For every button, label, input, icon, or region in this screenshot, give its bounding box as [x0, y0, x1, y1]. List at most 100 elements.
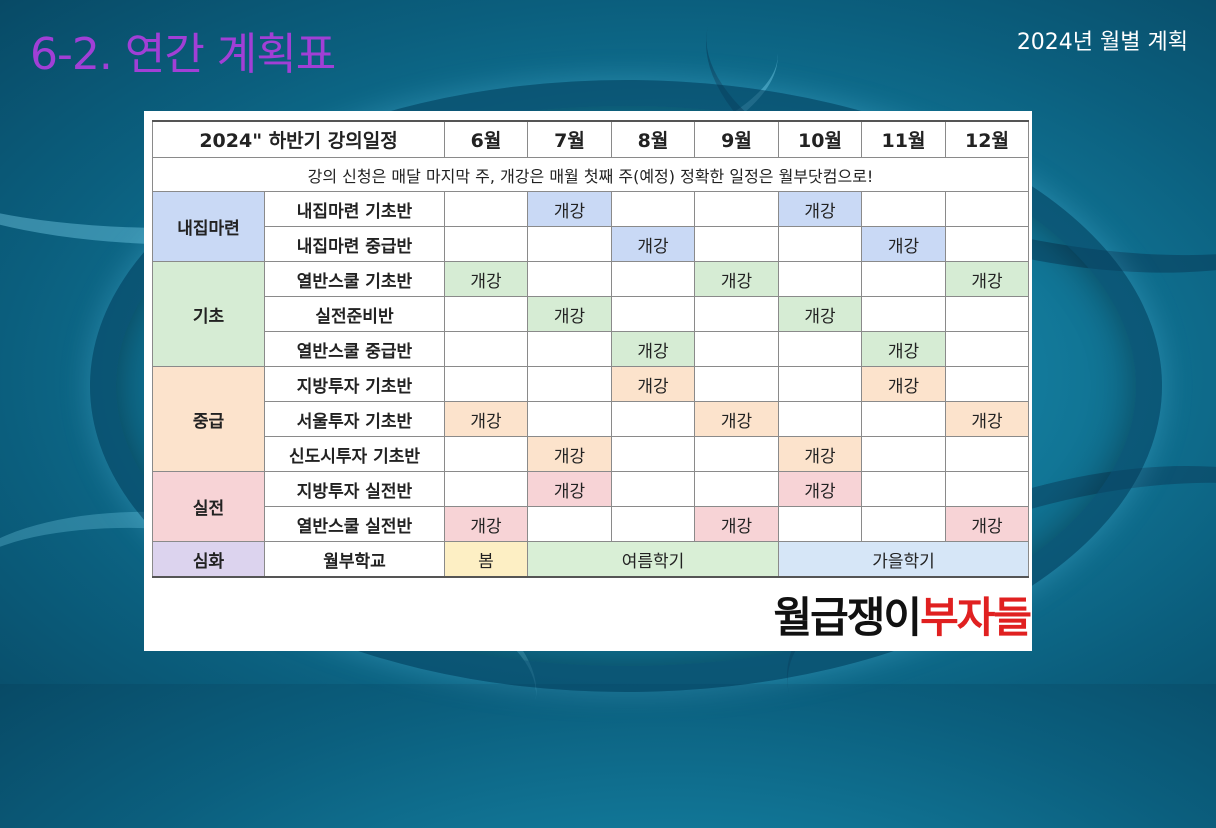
course-name: 신도시투자 기초반	[264, 436, 445, 472]
category-cell: 중급	[152, 366, 265, 472]
empty-cell	[611, 506, 695, 542]
empty-cell	[694, 226, 779, 262]
slide-title: 6-2. 연간 계획표	[30, 29, 336, 80]
empty-cell	[945, 471, 1029, 507]
empty-cell	[611, 471, 695, 507]
course-row: 내집마련 중급반 개강 개강	[153, 226, 1029, 262]
empty-cell	[945, 331, 1029, 367]
open-cell: 개강	[444, 401, 528, 437]
empty-cell	[778, 261, 862, 297]
course-row: 서울투자 기초반 개강 개강 개강	[153, 401, 1029, 437]
course-name: 열반스쿨 기초반	[264, 261, 445, 297]
open-cell: 개강	[945, 261, 1029, 297]
header-title: 2024" 하반기 강의일정	[152, 120, 445, 158]
open-cell: 개강	[527, 436, 612, 472]
course-row: 열반스쿨 중급반 개강 개강	[153, 331, 1029, 367]
schedule-panel: 2024" 하반기 강의일정 6월 7월 8월 9월 10월 11월 12월 강…	[144, 111, 1032, 651]
category-cell: 심화	[152, 541, 265, 578]
course-name: 지방투자 실전반	[264, 471, 445, 507]
empty-cell	[444, 436, 528, 472]
empty-cell	[945, 226, 1029, 262]
header-month: 10월	[778, 120, 862, 158]
empty-cell	[861, 436, 946, 472]
course-name: 내집마련 기초반	[264, 191, 445, 227]
empty-cell	[861, 191, 946, 227]
empty-cell	[527, 506, 612, 542]
open-cell: 개강	[945, 401, 1029, 437]
open-cell: 개강	[444, 261, 528, 297]
empty-cell	[527, 331, 612, 367]
term-cell: 봄	[444, 541, 528, 578]
empty-cell	[694, 191, 779, 227]
term-cell: 가을학기	[778, 541, 1029, 578]
empty-cell	[778, 331, 862, 367]
header-month: 11월	[861, 120, 946, 158]
empty-cell	[444, 471, 528, 507]
empty-cell	[611, 436, 695, 472]
open-cell: 개강	[861, 366, 946, 402]
logo-part1: 월급쟁이	[773, 593, 923, 642]
open-cell: 개강	[778, 296, 862, 332]
schedule-note: 강의 신청은 매달 마지막 주, 개강은 매월 첫째 주(예정) 정확한 일정은…	[152, 157, 1029, 192]
open-cell: 개강	[527, 296, 612, 332]
empty-cell	[611, 261, 695, 297]
brand-logo: 월급쟁이부자들	[773, 584, 1032, 645]
empty-cell	[444, 191, 528, 227]
course-row: 내집마련 내집마련 기초반 개강 개강	[152, 191, 1029, 262]
empty-cell	[611, 296, 695, 332]
header-month: 6월	[444, 120, 528, 158]
empty-cell	[694, 331, 779, 367]
empty-cell	[694, 471, 779, 507]
course-name: 지방투자 기초반	[264, 366, 445, 402]
empty-cell	[694, 296, 779, 332]
course-name: 실전준비반	[264, 296, 445, 332]
open-cell: 개강	[444, 506, 528, 542]
empty-cell	[527, 401, 612, 437]
empty-cell	[861, 261, 946, 297]
category-cell: 실전	[152, 471, 265, 542]
course-row: 기초 열반스쿨 기초반 개강 개강 개강	[152, 261, 1029, 367]
term-cell: 여름학기	[527, 541, 779, 578]
header-month: 9월	[694, 120, 779, 158]
empty-cell	[527, 366, 612, 402]
open-cell: 개강	[611, 331, 695, 367]
open-cell: 개강	[611, 226, 695, 262]
empty-cell	[861, 506, 946, 542]
open-cell: 개강	[694, 401, 779, 437]
course-row: 신도시투자 기초반 개강 개강	[153, 436, 1029, 472]
open-cell: 개강	[861, 331, 946, 367]
category-cell: 내집마련	[152, 191, 265, 262]
header-month: 8월	[611, 120, 695, 158]
course-name: 월부학교	[264, 541, 445, 578]
slide-subtitle: 2024년 월별 계획	[1016, 30, 1188, 55]
open-cell: 개강	[861, 226, 946, 262]
header-row: 2024" 하반기 강의일정 6월 7월 8월 9월 10월 11월 12월	[152, 120, 1029, 158]
deep-row: 심화 월부학교 봄 여름학기 가을학기	[152, 541, 1029, 578]
course-name: 서울투자 기초반	[264, 401, 445, 437]
open-cell: 개강	[527, 471, 612, 507]
empty-cell	[778, 366, 862, 402]
open-cell: 개강	[694, 506, 779, 542]
empty-cell	[778, 226, 862, 262]
logo-part2: 부자들	[920, 593, 1032, 642]
empty-cell	[611, 191, 695, 227]
open-cell: 개강	[778, 436, 862, 472]
empty-cell	[444, 296, 528, 332]
open-cell: 개강	[778, 471, 862, 507]
open-cell: 개강	[527, 191, 612, 227]
course-name: 내집마련 중급반	[264, 226, 445, 262]
empty-cell	[945, 366, 1029, 402]
open-cell: 개강	[694, 261, 779, 297]
empty-cell	[945, 296, 1029, 332]
empty-cell	[861, 401, 946, 437]
empty-cell	[444, 331, 528, 367]
note-row: 강의 신청은 매달 마지막 주, 개강은 매월 첫째 주(예정) 정확한 일정은…	[152, 157, 1029, 192]
empty-cell	[694, 366, 779, 402]
empty-cell	[527, 261, 612, 297]
empty-cell	[527, 226, 612, 262]
header-month: 7월	[527, 120, 612, 158]
empty-cell	[945, 436, 1029, 472]
course-row: 실전 지방투자 실전반 개강 개강	[152, 471, 1029, 542]
empty-cell	[444, 226, 528, 262]
course-row: 중급 지방투자 기초반 개강 개강	[152, 366, 1029, 472]
